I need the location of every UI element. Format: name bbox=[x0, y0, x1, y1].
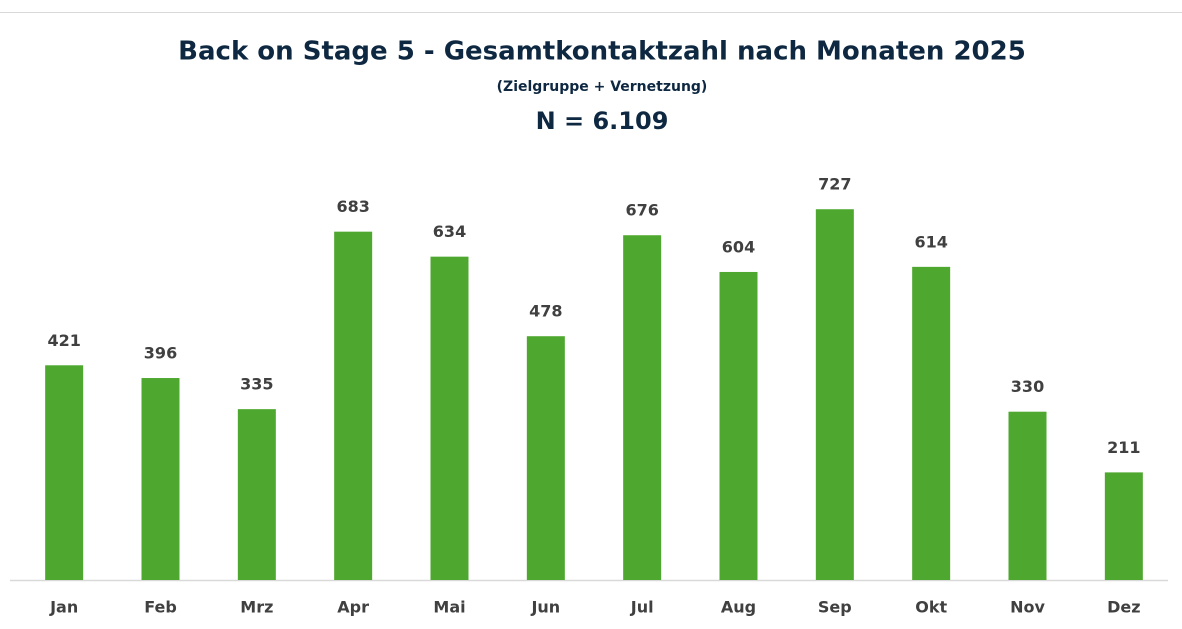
data-label: 727 bbox=[818, 175, 851, 194]
bar bbox=[430, 256, 469, 580]
bar bbox=[623, 235, 662, 581]
x-tick-label: Feb bbox=[144, 598, 177, 617]
data-label: 683 bbox=[336, 197, 369, 216]
bar bbox=[334, 231, 373, 581]
bar bbox=[141, 378, 180, 580]
data-label: 478 bbox=[529, 302, 562, 321]
annotation: N = 6.109 bbox=[536, 107, 669, 135]
bar bbox=[1104, 472, 1143, 580]
x-tick-label: Aug bbox=[721, 598, 756, 617]
x-tick-label: Mai bbox=[433, 598, 465, 617]
x-tick-label: Apr bbox=[337, 598, 369, 617]
bar bbox=[719, 271, 758, 580]
bar bbox=[912, 266, 951, 580]
data-label: 634 bbox=[433, 222, 466, 241]
bar bbox=[526, 336, 565, 580]
data-label: 335 bbox=[240, 375, 273, 394]
x-tick-label: Nov bbox=[1010, 598, 1045, 617]
bar bbox=[815, 209, 854, 581]
data-label: 676 bbox=[625, 201, 658, 220]
chart-subtitle: (Zielgruppe + Vernetzung) bbox=[497, 79, 708, 95]
x-tick-label: Mrz bbox=[240, 598, 273, 617]
data-label: 330 bbox=[1011, 377, 1044, 396]
x-tick-label: Okt bbox=[915, 598, 947, 617]
x-tick-label: Sep bbox=[818, 598, 852, 617]
x-tick-label: Jan bbox=[49, 598, 78, 617]
data-label: 211 bbox=[1107, 438, 1140, 457]
bar bbox=[237, 409, 276, 580]
x-tick-label: Jul bbox=[630, 598, 654, 617]
data-label: 614 bbox=[914, 232, 947, 251]
x-tick-label: Jun bbox=[530, 598, 560, 617]
bar bbox=[45, 365, 84, 580]
x-tick-label: Dez bbox=[1107, 598, 1140, 617]
data-label: 421 bbox=[47, 331, 80, 350]
data-label: 604 bbox=[722, 237, 755, 256]
data-label: 396 bbox=[144, 344, 177, 363]
bar bbox=[1008, 411, 1047, 580]
chart-title: Back on Stage 5 - Gesamtkontaktzahl nach… bbox=[178, 37, 1026, 67]
